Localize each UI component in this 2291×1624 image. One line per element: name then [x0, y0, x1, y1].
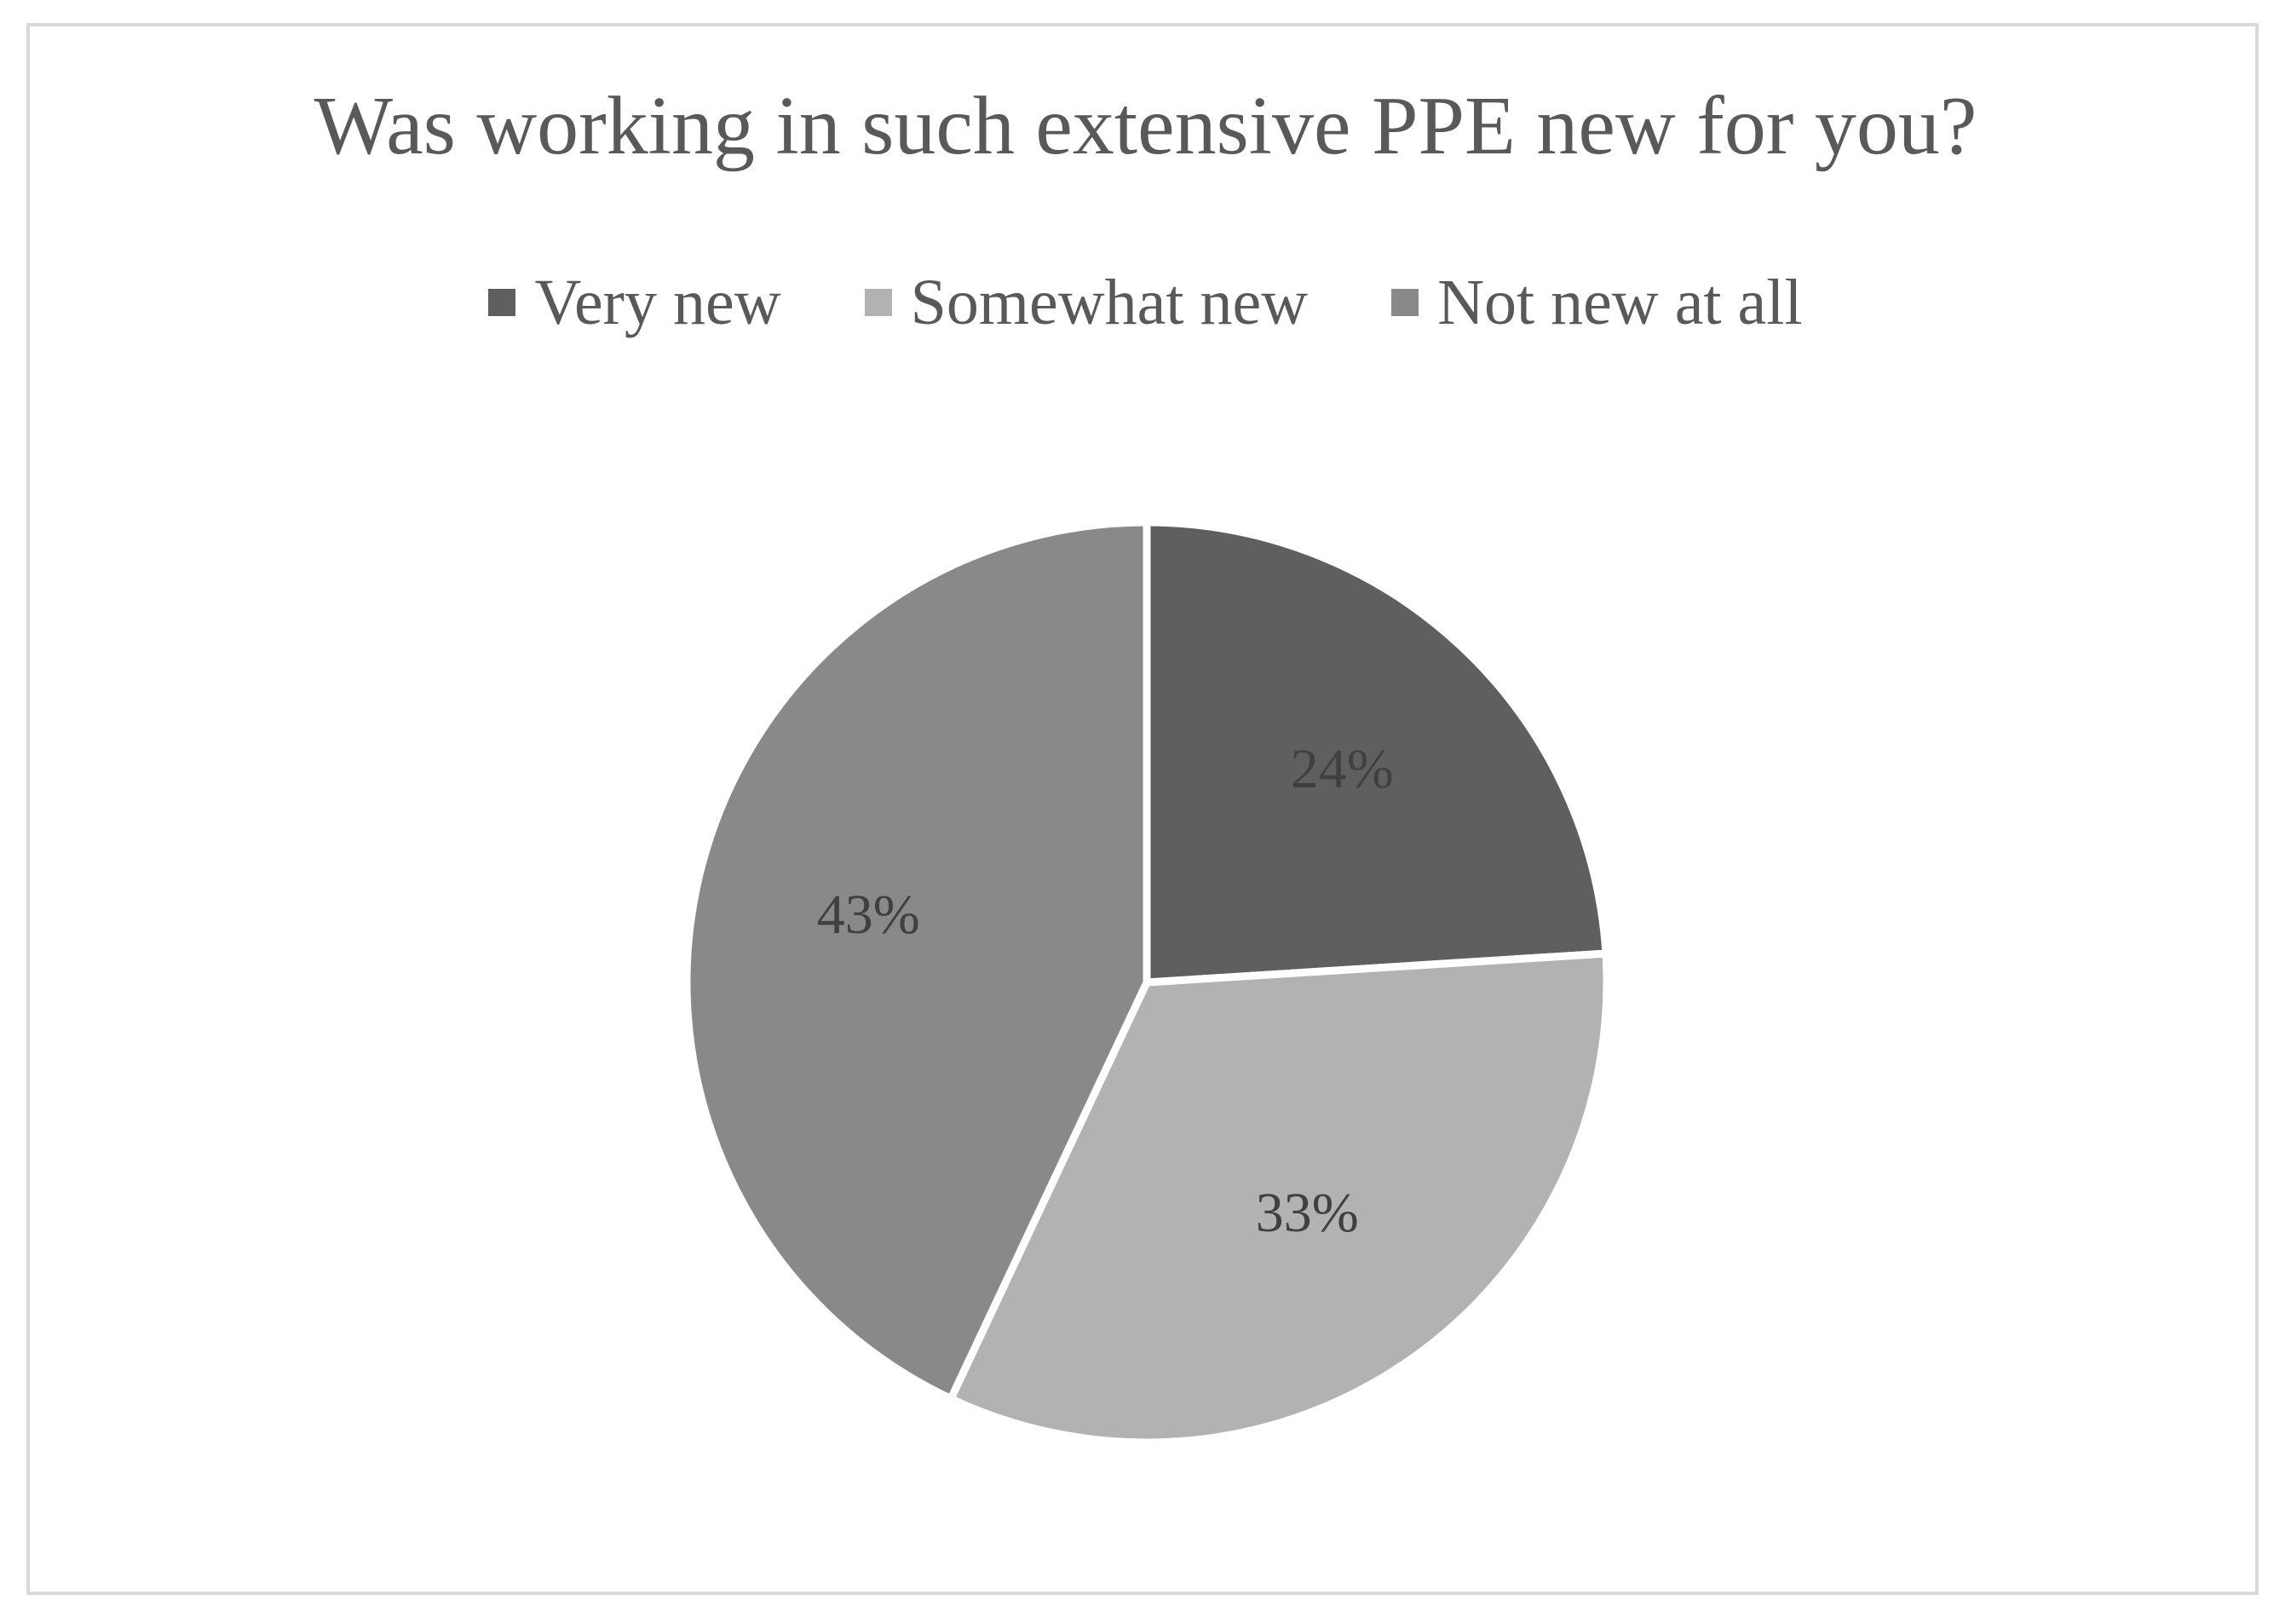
legend-label-not-new-at-all: Not new at all [1437, 266, 1803, 338]
legend-item-not-new-at-all: Not new at all [1391, 266, 1803, 340]
legend-item-very-new: Very new [488, 266, 781, 340]
legend-swatch-very-new [488, 289, 516, 316]
pie-slice-very-new [1143, 518, 1610, 987]
legend-swatch-somewhat-new [864, 289, 892, 316]
pie-slice-not-new-at-all [682, 518, 1151, 1403]
legend-label-somewhat-new: Somewhat new [910, 266, 1309, 338]
chart-legend: Very new Somewhat new Not new at all [0, 256, 2291, 349]
legend-label-very-new: Very new [534, 266, 781, 338]
data-label-somewhat-new: 33% [1256, 1182, 1359, 1244]
legend-item-somewhat-new: Somewhat new [864, 266, 1309, 340]
pie-slice-somewhat-new [947, 949, 1611, 1447]
legend-swatch-not-new-at-all [1391, 289, 1419, 316]
data-label-not-new-at-all: 43% [817, 884, 920, 946]
data-label-very-new: 24% [1291, 738, 1394, 800]
chart-title: Was working in such extensive PPE new fo… [314, 80, 1977, 172]
